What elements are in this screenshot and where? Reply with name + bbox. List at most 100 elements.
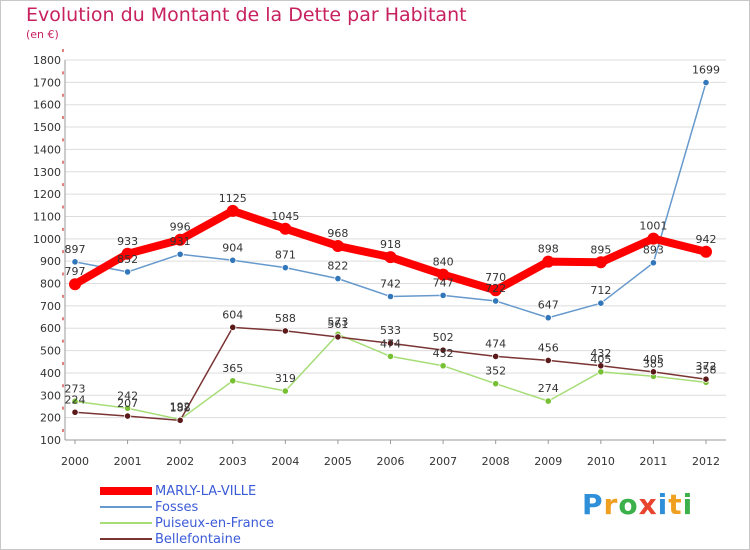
data-label-bellefontaine: 224: [65, 393, 86, 406]
data-point-fosses: [386, 292, 395, 301]
data-point-marly-la-ville: [279, 222, 292, 235]
legend-item-fosses: Fosses: [100, 499, 274, 515]
y-tick-label: 400: [40, 367, 61, 380]
data-point-fosses: [123, 268, 132, 276]
data-label-bellefontaine: 456: [538, 341, 559, 354]
data-point-marly-la-ville: [437, 268, 450, 281]
data-label-puiseux-en-france: 352: [485, 365, 506, 378]
data-label-marly-la-ville: 770: [485, 271, 506, 284]
data-label-bellefontaine: 474: [485, 337, 506, 350]
data-label-bellefontaine: 188: [170, 401, 191, 414]
data-label-puiseux-en-france: 405: [590, 353, 611, 366]
y-tick-label: 1700: [33, 76, 61, 89]
data-point-puiseux-en-france: [439, 362, 447, 370]
data-label-puiseux-en-france: 273: [65, 382, 86, 395]
data-label-marly-la-ville: 1001: [639, 220, 667, 233]
y-tick-label: 1600: [33, 99, 61, 112]
data-point-bellefontaine: [386, 339, 395, 347]
proxiti-logo: Proxiti: [582, 488, 694, 521]
data-point-fosses: [492, 297, 500, 305]
data-label-bellefontaine: 588: [275, 312, 296, 325]
legend-swatch-marly: [100, 487, 152, 495]
label-layer: 897 852 931 904 871 822 742 747 722 647 712 893 1699…: [65, 64, 721, 415]
legend-label-fosses: Fosses: [155, 499, 199, 515]
x-tick-label: 2010: [587, 455, 615, 468]
chart-subtitle: (en €): [26, 28, 59, 41]
data-point-fosses: [71, 258, 79, 266]
data-point-marly-la-ville: [384, 251, 397, 264]
grid-layer: [65, 59, 726, 441]
data-point-fosses: [702, 78, 710, 87]
data-point-puiseux-en-france: [492, 380, 500, 388]
x-tick-label: 2012: [692, 455, 720, 468]
data-label-marly-la-ville: 840: [433, 256, 454, 269]
data-label-puiseux-en-france: 274: [538, 382, 559, 395]
data-label-fosses: 897: [65, 243, 86, 256]
legend-swatch-puiseux: [100, 522, 152, 524]
data-label-bellefontaine: 372: [696, 360, 717, 373]
x-tick-label: 2002: [166, 455, 194, 468]
x-tick-label: 2008: [482, 455, 510, 468]
data-label-fosses: 747: [433, 276, 454, 289]
data-label-marly-la-ville: 1125: [219, 192, 247, 205]
y-tick-label: 800: [40, 278, 61, 291]
x-tick-label: 2009: [534, 455, 562, 468]
data-label-fosses: 647: [538, 299, 559, 312]
data-label-puiseux-en-france: 365: [222, 362, 243, 375]
data-point-marly-la-ville: [647, 232, 660, 245]
data-point-bellefontaine: [71, 408, 79, 416]
y-tick-label: 1000: [33, 233, 61, 246]
data-label-marly-la-ville: 918: [380, 238, 401, 251]
y-tick-label: 1800: [33, 54, 61, 67]
data-point-bellefontaine: [176, 416, 184, 424]
data-point-bellefontaine: [597, 362, 605, 370]
y-tick-label: 1300: [33, 166, 61, 179]
legend-swatch-bellefontaine: [100, 538, 152, 540]
y-tick-label: 600: [40, 322, 61, 335]
data-point-puiseux-en-france: [229, 377, 237, 385]
data-point-bellefontaine: [649, 368, 658, 376]
data-point-fosses: [597, 299, 605, 307]
data-point-marly-la-ville: [700, 245, 712, 258]
x-tick-label: 2005: [324, 455, 352, 468]
data-point-fosses: [649, 259, 658, 267]
data-point-bellefontaine: [544, 356, 552, 365]
x-tick-label: 2004: [271, 455, 299, 468]
data-label-puiseux-en-france: 385: [643, 357, 664, 370]
legend-label-puiseux: Puiseux-en-France: [155, 515, 275, 531]
y-tick-label: 300: [40, 389, 61, 402]
data-label-fosses: 822: [327, 260, 348, 273]
y-tick-label: 1500: [33, 121, 61, 134]
data-point-marly-la-ville: [226, 204, 239, 217]
data-point-fosses: [176, 250, 184, 258]
data-label-fosses: 931: [170, 235, 191, 248]
y-tick-label: 500: [40, 345, 61, 358]
data-label-fosses: 904: [222, 241, 243, 254]
data-point-bellefontaine: [281, 327, 289, 335]
legend-item-marly: MARLY-LA-VILLE: [100, 483, 274, 499]
data-point-fosses: [281, 264, 289, 272]
data-label-fosses: 722: [485, 282, 506, 295]
data-point-marly-la-ville: [542, 255, 555, 268]
data-label-fosses: 871: [275, 249, 296, 262]
x-tick-label: 2007: [429, 455, 457, 468]
y-tick-label: 100: [40, 434, 61, 447]
data-label-puiseux-en-france: 192: [170, 400, 191, 413]
legend-item-bellefontaine: Bellefontaine: [100, 531, 274, 547]
legend: MARLY-LA-VILLE Fosses Puiseux-en-France …: [100, 483, 274, 547]
data-label-fosses: 712: [590, 284, 611, 297]
data-point-marly-la-ville: [489, 284, 502, 297]
data-label-marly-la-ville: 996: [170, 221, 191, 234]
data-label-bellefontaine: 561: [327, 318, 348, 331]
data-point-marly-la-ville: [121, 247, 134, 260]
data-label-puiseux-en-france: 358: [696, 363, 717, 376]
data-label-marly-la-ville: 933: [117, 235, 138, 248]
data-label-marly-la-ville: 895: [590, 243, 611, 256]
legend-label-bellefontaine: Bellefontaine: [155, 531, 241, 547]
data-point-puiseux-en-france: [544, 397, 552, 405]
data-point-fosses: [334, 275, 342, 283]
data-point-puiseux-en-france: [597, 368, 605, 376]
data-point-fosses: [229, 256, 237, 264]
data-label-puiseux-en-france: 573: [327, 315, 348, 328]
